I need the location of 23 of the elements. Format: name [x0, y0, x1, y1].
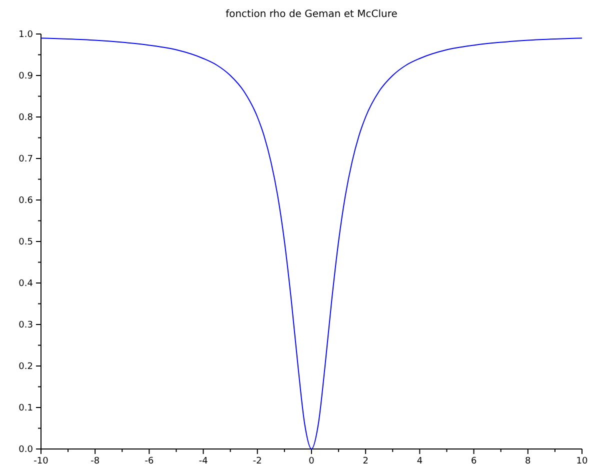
y-tick-label: 0.0 [18, 444, 34, 455]
y-tick-label: 0.8 [18, 112, 34, 123]
x-tick-label: -8 [90, 456, 100, 466]
x-tick-label: -6 [144, 456, 154, 466]
x-tick-label: 0 [308, 456, 315, 466]
y-tick-label: 0.7 [18, 154, 33, 164]
y-tick-label: 0.4 [18, 278, 34, 289]
x-tick-label: 2 [362, 456, 368, 466]
y-tick-label: 1.0 [18, 30, 34, 40]
y-tick-label: 0.1 [18, 403, 33, 414]
y-tick-label: 0.6 [18, 196, 34, 206]
x-tick-label: -10 [34, 456, 49, 466]
chart-title: fonction rho de Geman et McClure [226, 9, 398, 20]
x-tick-label: 4 [416, 456, 423, 466]
x-tick-label: 8 [525, 456, 532, 466]
x-tick-label: 10 [576, 456, 588, 466]
x-tick-label: -4 [198, 456, 208, 466]
x-tick-label: -2 [252, 456, 262, 466]
y-tick-label: 0.9 [18, 71, 34, 82]
y-tick-label: 0.5 [18, 237, 33, 248]
y-tick-label: 0.2 [18, 362, 33, 372]
x-tick-label: 6 [470, 456, 477, 466]
y-tick-label: 0.3 [18, 320, 33, 330]
